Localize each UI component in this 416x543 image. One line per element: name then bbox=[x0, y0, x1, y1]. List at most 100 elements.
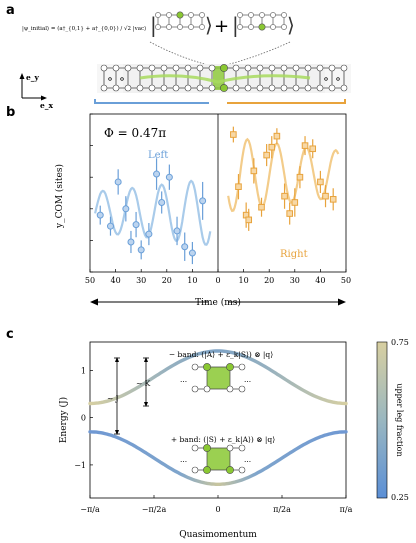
right-data-point bbox=[296, 173, 304, 181]
axis-ex-label: e_x bbox=[40, 101, 54, 110]
quasimomentum-ticks: −π/a −π/2a 0 π/2a π/a bbox=[80, 495, 353, 514]
left-region-bracket bbox=[94, 99, 209, 104]
lattice-site bbox=[256, 64, 264, 72]
panel-c-label: c bbox=[6, 327, 14, 342]
svg-text:···: ··· bbox=[180, 377, 187, 386]
right-region-bracket bbox=[227, 99, 346, 104]
lattice-site bbox=[184, 64, 192, 72]
flux-symbol: Φ bbox=[120, 77, 125, 83]
lattice-site bbox=[244, 84, 252, 92]
left-data-point bbox=[145, 230, 153, 238]
lattice-site bbox=[124, 84, 132, 92]
x-tick-label: 20 bbox=[264, 276, 274, 285]
lattice-site bbox=[208, 64, 216, 72]
minus-band-ladder-icon: ··· ··· bbox=[180, 363, 251, 393]
quasimomentum-tick-label: −π/a bbox=[80, 505, 100, 514]
left-data-point bbox=[158, 198, 166, 206]
x-tick-label: 10 bbox=[239, 276, 249, 285]
initial-site-highlight bbox=[213, 66, 224, 90]
lattice-site bbox=[232, 84, 240, 92]
lattice-site bbox=[172, 64, 180, 72]
energy-tick-label: 1 bbox=[81, 366, 86, 375]
panel-c-frame bbox=[89, 341, 347, 499]
left-data-point bbox=[153, 170, 161, 178]
J-label: ∼ J bbox=[107, 394, 119, 403]
right-data-point bbox=[263, 151, 270, 159]
colorbar-min-label: 0.25 bbox=[391, 493, 409, 502]
lattice-site bbox=[280, 64, 288, 72]
left-data-point bbox=[96, 211, 104, 219]
y-ticks bbox=[90, 113, 93, 273]
lattice-site bbox=[100, 84, 108, 92]
axis-ey-label: e_y bbox=[26, 73, 40, 82]
svg-text:···: ··· bbox=[180, 457, 187, 466]
svg-text:···: ··· bbox=[244, 457, 251, 466]
lattice-site bbox=[316, 84, 324, 92]
right-fit-curve bbox=[227, 137, 340, 213]
energy-axis-title: Energy (J) bbox=[58, 397, 69, 443]
left-data-point bbox=[137, 246, 145, 254]
lattice-site bbox=[148, 84, 156, 92]
lattice-site bbox=[136, 64, 144, 72]
guide-right bbox=[221, 41, 291, 67]
plus-band-curve bbox=[88, 430, 348, 486]
time-arrowhead-left bbox=[90, 298, 98, 306]
fit-curves bbox=[94, 137, 340, 246]
data-points bbox=[96, 126, 337, 265]
lattice-site bbox=[112, 84, 120, 92]
left-data-point bbox=[122, 205, 130, 213]
colorbar-max-label: 0.75 bbox=[391, 338, 409, 347]
gap-markers: ∼ J ∼ K bbox=[107, 357, 151, 435]
right-data-point bbox=[258, 203, 265, 211]
lattice-site bbox=[220, 64, 228, 72]
flux-symbol: Φ bbox=[324, 77, 329, 83]
left-data-point bbox=[127, 238, 135, 246]
left-data-point bbox=[173, 227, 181, 235]
right-data-point bbox=[250, 167, 258, 175]
plus-band-label: + band: (|S⟩ + ε_k|A⟩) ⊗ |q⟩ bbox=[171, 435, 275, 444]
left-data-point bbox=[181, 243, 189, 251]
energy-bands bbox=[88, 349, 348, 486]
left-data-point bbox=[188, 249, 196, 257]
lattice-site bbox=[280, 84, 288, 92]
panel-a: a |ψ_initial⟩ = (a†_{0,1} + a†_{0,0}) / … bbox=[6, 3, 351, 110]
energy-ticks: −1 0 1 bbox=[74, 366, 93, 470]
lattice-site bbox=[292, 84, 300, 92]
ket-state-lower: | ⟩ bbox=[232, 12, 295, 37]
plus-sign: + bbox=[214, 16, 229, 37]
x-tick-label: 10 bbox=[187, 276, 197, 285]
energy-tick-label: 0 bbox=[81, 414, 86, 423]
left-data-point bbox=[132, 221, 140, 229]
energy-tick-label: −1 bbox=[74, 461, 86, 470]
right-data-point bbox=[329, 196, 337, 203]
time-arrowhead-right bbox=[338, 298, 346, 306]
lattice-site bbox=[100, 64, 108, 72]
lattice-site bbox=[208, 84, 216, 92]
K-label: ∼ K bbox=[136, 379, 151, 388]
right-data-point bbox=[273, 132, 281, 140]
colorbar-title: upper leg fraction bbox=[395, 383, 404, 456]
quasimomentum-tick-label: −π/2a bbox=[142, 505, 167, 514]
lattice-site bbox=[160, 64, 168, 72]
ket-state-upper: | ⟩ bbox=[150, 11, 213, 37]
x-tick-label: 0 bbox=[215, 276, 220, 285]
right-data-point bbox=[245, 216, 253, 224]
colorbar: 0.75 0.25 upper leg fraction bbox=[376, 338, 409, 502]
lattice-site bbox=[172, 84, 180, 92]
lattice-site bbox=[124, 64, 132, 72]
panel-a-label: a bbox=[6, 3, 15, 18]
left-data-point bbox=[106, 222, 114, 230]
left-data-point bbox=[165, 173, 173, 181]
x-tick-label: 20 bbox=[162, 276, 172, 285]
svg-text:|: | bbox=[150, 13, 157, 37]
right-data-point bbox=[322, 192, 329, 200]
left-series-label: Left bbox=[148, 150, 168, 161]
right-data-point bbox=[317, 178, 324, 186]
ladder-sites bbox=[100, 64, 348, 92]
lattice-site bbox=[136, 84, 144, 92]
flux-symbol: Φ bbox=[108, 77, 113, 83]
minus-band-curve bbox=[88, 349, 348, 406]
guide-left bbox=[149, 41, 213, 67]
